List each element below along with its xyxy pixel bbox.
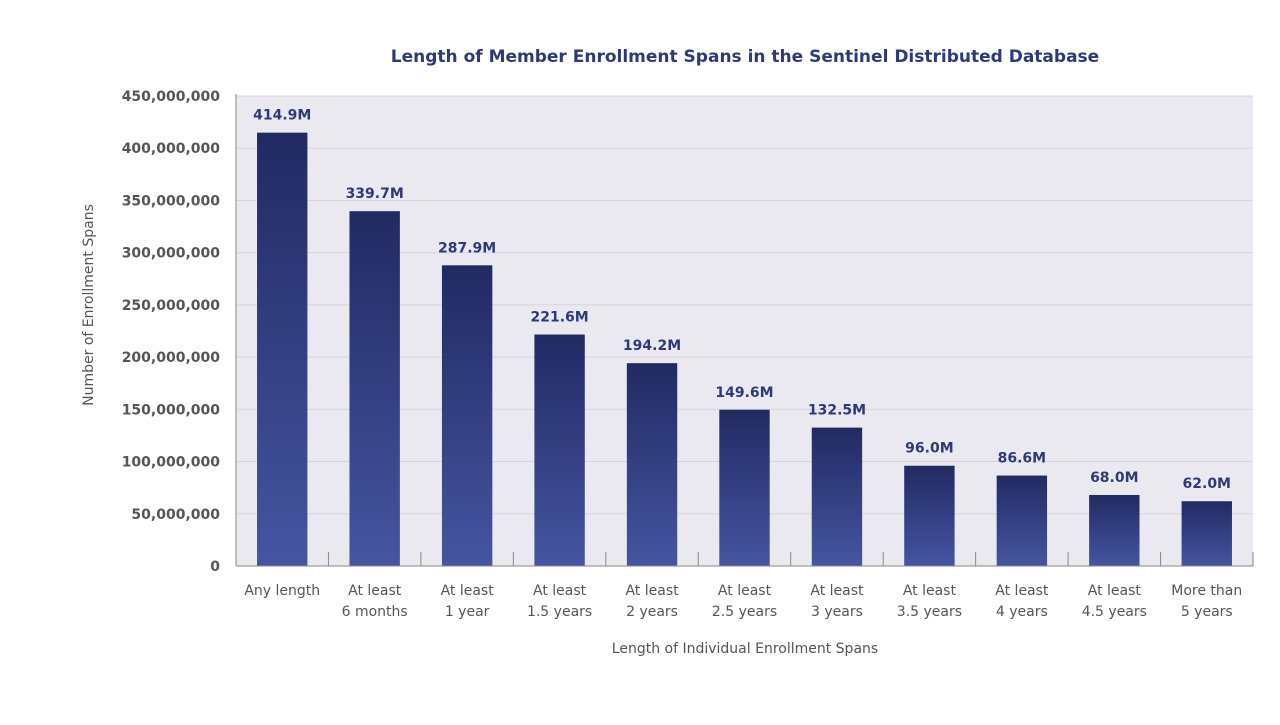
y-tick-label: 400,000,000 [122,141,221,157]
x-tick-label: At least 4.5 years [1082,583,1147,620]
x-tick-label: More than 5 years [1171,583,1242,620]
y-tick-label: 150,000,000 [122,402,221,418]
data-label: 132.5M [808,403,866,419]
data-label: 194.2M [623,338,681,354]
y-tick-label: 450,000,000 [122,89,221,105]
y-tick-label: 250,000,000 [122,298,221,314]
bar [626,363,678,566]
bar [996,475,1048,566]
y-tick-label: 50,000,000 [131,507,220,523]
x-tick-label: At least 6 months [342,583,408,620]
y-tick-label: 0 [210,559,220,575]
y-tick-label: 200,000,000 [122,350,221,366]
data-label: 96.0M [905,441,953,457]
data-label: 149.6M [715,385,773,401]
x-tick-label: Any length [244,583,320,599]
axes [235,94,1254,567]
bar [904,465,955,566]
data-label: 339.7M [346,186,404,202]
data-label: 287.9M [438,240,496,256]
bar [1181,501,1232,566]
bar [719,409,770,566]
data-label: 68.0M [1090,470,1138,486]
y-tick-label: 300,000,000 [122,246,221,262]
y-axis-tick-labels: 0 50,000,000 100,000,000 150,000,000 200,000… [122,89,221,575]
bar [1089,494,1140,566]
x-tick-label: At least 1 year [441,583,495,620]
x-tick-label: At least 3.5 years [897,583,962,620]
data-label: 86.6M [998,451,1046,467]
data-label: 62.0M [1183,476,1231,492]
x-tick-label: At least 1.5 years [527,583,592,620]
bars [257,132,1232,567]
y-tick-label: 350,000,000 [122,193,221,209]
bar [349,211,400,567]
chart-title: Length of Member Enrollment Spans in the… [391,47,1099,67]
data-labels: 414.9M 339.7M 287.9M 221.6M 194.2M 149.6M 132.… [253,108,1231,493]
y-tick-label: 100,000,000 [122,455,221,471]
x-tick-label: At least 2 years [625,583,679,620]
bar [811,427,863,566]
x-tick-label: At least 3 years [810,583,864,620]
bar [257,132,308,566]
y-axis-label: Number of Enrollment Spans [81,204,97,406]
x-tick-label: At least 4 years [995,583,1049,620]
data-label: 414.9M [253,108,311,124]
bar [534,334,585,566]
x-axis-label: Length of Individual Enrollment Spans [612,641,878,657]
x-tick-label: At least 2.5 years [712,583,777,620]
x-axis-tick-labels: Any length At least 6 months At least 1 year… [244,583,1242,620]
data-label: 221.6M [530,310,588,326]
bar [441,265,493,566]
